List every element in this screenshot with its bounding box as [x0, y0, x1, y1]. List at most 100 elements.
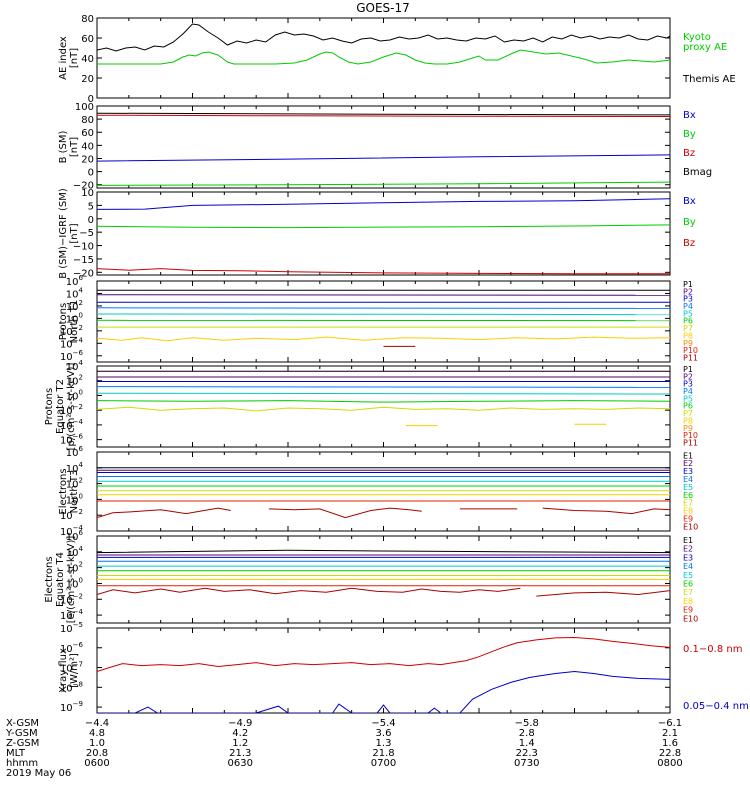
ephemeris-value: 21.8 [372, 748, 394, 759]
y-tick-label: 10−2 [60, 324, 83, 338]
panel-frame [96, 451, 671, 532]
y-tick-label: 10−2 [60, 403, 83, 417]
legend-entry: Bz [683, 238, 695, 249]
legend-entry: E10 [683, 614, 698, 623]
legend-entry: proxy AE [683, 42, 727, 53]
panel-xray: 10−9 10−8 10−7 10−6 10−5 Xray flux [W/m²] 0.1−0… [58, 621, 749, 714]
series-line [97, 112, 670, 116]
legend-entry: P7 [683, 324, 693, 333]
legend-entry: E2 [683, 545, 693, 554]
ephemeris-value: 0630 [228, 758, 253, 769]
y-axis-label: B (SM) [58, 130, 69, 163]
ephemeris-value: 1.2 [232, 738, 248, 749]
legend-entry: P8 [683, 331, 693, 340]
ephemeris-value: −4.4 [85, 718, 109, 729]
plot-title: GOES-17 [356, 1, 410, 15]
legend-entry: E1 [683, 536, 693, 545]
legend-entry: Kyoto [683, 32, 711, 43]
ephemeris-row-label: hhmm [6, 758, 38, 769]
legend-entry: By [683, 217, 696, 228]
legend-entry: Bx [683, 196, 696, 207]
y-tick-label: 10−8 [60, 680, 83, 694]
legend-entry: E3 [683, 553, 693, 562]
ephemeris-value: 0700 [371, 758, 396, 769]
legend-entry: P1 [683, 280, 693, 289]
legend-entry: P8 [683, 416, 693, 425]
ephemeris-value: 22.8 [659, 748, 681, 759]
y-axis-label: [nT] [69, 137, 80, 157]
ephemeris-value: −5.4 [371, 718, 395, 729]
panel-frame [96, 365, 671, 448]
y-tick-label: 0 [88, 215, 94, 226]
y-tick-label: 10−7 [60, 661, 83, 675]
y-tick-label: 102 [66, 477, 83, 491]
ephemeris-value: 3.6 [376, 728, 392, 739]
legend-entry: E7 [683, 499, 693, 508]
y-axis-label: AE index [58, 36, 69, 80]
legend-entry: Bz [683, 148, 695, 159]
y-tick-label: 5 [88, 201, 94, 212]
y-tick-label: 106 [66, 529, 84, 543]
legend-entry: E3 [683, 467, 693, 476]
series-line [97, 307, 670, 309]
legend-entry: Bx [683, 110, 696, 121]
legend-entry: E7 [683, 588, 693, 597]
legend-entry: P10 [683, 346, 698, 355]
legend-entry: P5 [683, 394, 693, 403]
ephemeris-value: −4.9 [228, 718, 252, 729]
legend-entry: Themis AE [682, 74, 736, 85]
y-tick-label: 10−4 [60, 336, 84, 350]
legend-entry: E10 [683, 522, 698, 531]
y-axis-label: Equator T4 [55, 552, 66, 607]
series-line [97, 154, 670, 162]
y-tick-label: 10 [81, 188, 94, 199]
y-tick-label: 104 [66, 286, 84, 300]
series-line [97, 392, 670, 395]
y-tick-label: 104 [66, 545, 84, 559]
legend-entry: P2 [683, 372, 693, 381]
panel-frame [96, 627, 671, 714]
y-axis-label: Protons [58, 303, 69, 340]
legend-entry: P11 [683, 354, 698, 363]
y-tick-label: 10−2 [60, 508, 83, 522]
y-tick-label: 80 [81, 14, 94, 25]
y-tick-label: 10−4 [60, 418, 84, 432]
panel-bigrf: −20 −15 −10 −5 0 5 10 B (SM)−IGRF (SM) [nT] Bx By B… [58, 188, 696, 279]
ephemeris-row-label: X-GSM [6, 718, 39, 729]
y-tick-label: 20 [81, 74, 94, 85]
legend-entry: 0.1−0.8 nm [683, 644, 742, 655]
panel-frame [96, 17, 671, 99]
ephemeris-row-label: Y-GSM [5, 728, 38, 739]
legend-entry: P1 [683, 365, 693, 374]
legend-entry: P7 [683, 409, 693, 418]
y-axis-label: North T3 [69, 470, 80, 514]
y-axis-label: [W/m²] [69, 653, 80, 688]
legend-entry: E4 [683, 475, 693, 484]
y-tick-label: 0 [88, 94, 94, 105]
series-line [97, 507, 231, 519]
ephemeris-value: 4.8 [89, 728, 105, 739]
y-axis-label: B (SM)−IGRF (SM) [58, 188, 69, 279]
series-line [97, 406, 670, 412]
ephemeris-value: 1.6 [662, 738, 678, 749]
y-tick-label: 106 [66, 445, 84, 459]
series-line [268, 507, 422, 519]
series-line [97, 400, 670, 403]
legend-entry: E9 [683, 606, 693, 615]
y-tick-label: 20 [81, 154, 94, 165]
series-line [97, 181, 670, 186]
panel-frame [96, 191, 671, 276]
y-axis-label: [nT] [69, 48, 80, 68]
panel-frame [96, 105, 671, 189]
y-axis-label: Protons [44, 388, 55, 425]
y-tick-label: 100 [66, 388, 83, 402]
ephemeris-value: 20.8 [86, 748, 108, 759]
y-tick-label: −20 [73, 268, 94, 279]
y-axis-label: Xray flux [58, 648, 69, 693]
